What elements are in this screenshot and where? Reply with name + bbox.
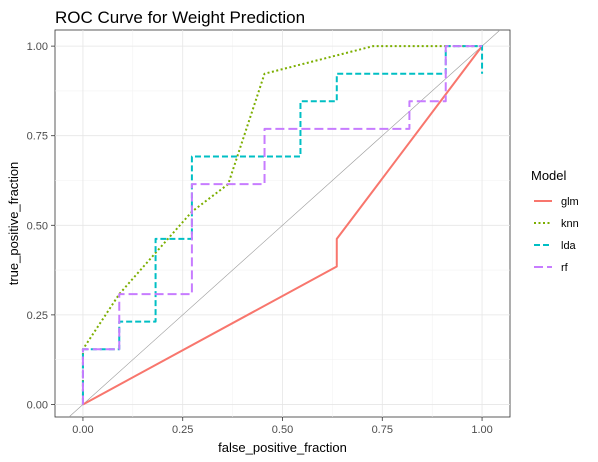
x-tick-label: 1.00	[471, 424, 492, 436]
series-line-glm	[82, 45, 483, 406]
legend-label-knn: knn	[561, 218, 579, 230]
y-tick-label: 0.25	[27, 310, 48, 322]
chart-title: ROC Curve for Weight Prediction	[55, 8, 305, 27]
y-tick-label: 0.00	[27, 399, 48, 411]
x-tick-label: 0.50	[272, 424, 293, 436]
x-axis-ticks: 0.00 0.25 0.50 0.75 1.00	[72, 417, 493, 436]
y-axis-label: true_positive_fraction	[6, 162, 21, 286]
x-tick-label: 0.25	[172, 424, 193, 436]
series-layer	[81, 45, 484, 406]
y-tick-label: 0.50	[27, 220, 48, 232]
legend-label-glm: glm	[561, 196, 579, 208]
legend-title: Model	[531, 168, 567, 183]
y-axis-ticks: 0.00 0.25 0.50 0.75 1.00	[27, 41, 55, 411]
x-tick-label: 0.00	[72, 424, 93, 436]
legend-items: glm knn lda rf	[534, 196, 579, 274]
y-tick-label: 1.00	[27, 41, 48, 53]
y-tick-label: 0.75	[27, 131, 48, 143]
x-tick-label: 0.75	[372, 424, 393, 436]
x-axis-label: false_positive_fraction	[218, 440, 347, 455]
legend-label-lda: lda	[561, 240, 577, 252]
legend-label-rf: rf	[561, 262, 569, 274]
reference-diagonal-line	[68, 29, 501, 418]
plot-panel: 0.00 0.25 0.50 0.75 1.00 0.00 0.25 0.50 0.75 1.0…	[27, 29, 511, 436]
series-line-rf	[81, 45, 483, 405]
legend: Model glm knn lda rf	[531, 168, 579, 274]
